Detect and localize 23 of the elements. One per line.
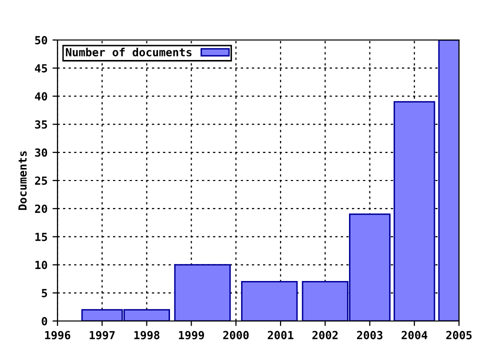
y-tick-label: 30 bbox=[35, 148, 48, 157]
y-tick-label: 40 bbox=[34, 92, 48, 101]
x-tick-label: 1997 bbox=[90, 330, 115, 340]
y-tick-label: 15 bbox=[35, 232, 48, 242]
x-tick-label: 1996 bbox=[45, 330, 70, 340]
y-tick-label: 25 bbox=[35, 176, 48, 185]
y-tick-label: 45 bbox=[34, 64, 48, 72]
x-tick-label: 2002 bbox=[312, 330, 338, 340]
x-tick-label: 2005 bbox=[446, 330, 472, 340]
x-tick-label: 2001 bbox=[268, 330, 294, 340]
x-tick-label: 2000 bbox=[223, 330, 249, 340]
x-tick-label: 1999 bbox=[178, 330, 204, 340]
y-tick-label: 20 bbox=[35, 204, 48, 213]
y-axis-title: Documents bbox=[18, 151, 27, 210]
y-tick-label: 50 bbox=[35, 36, 48, 44]
y-tick-label: 0 bbox=[42, 316, 48, 326]
legend-label: Number of documents bbox=[66, 48, 192, 56]
x-tick-label: 1998 bbox=[134, 330, 160, 340]
y-tick-label: 35 bbox=[35, 120, 48, 129]
y-tick-label: 10 bbox=[35, 260, 48, 270]
x-tick-label: 2003 bbox=[357, 330, 382, 340]
y-tick-label: 5 bbox=[42, 289, 48, 298]
x-tick-label: 2004 bbox=[402, 330, 428, 340]
